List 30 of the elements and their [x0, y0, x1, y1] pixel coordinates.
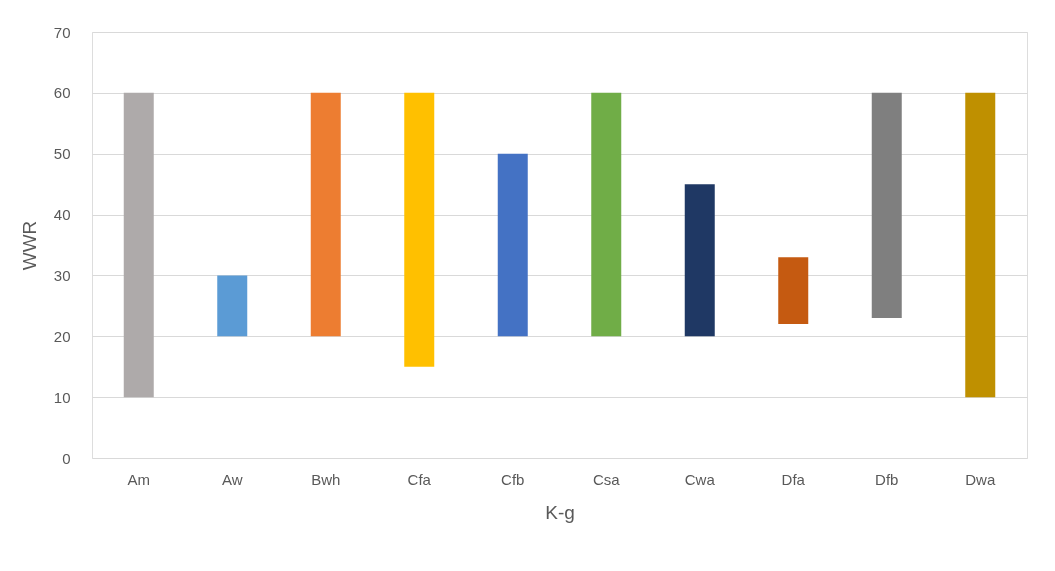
x-tick-label: Cwa: [684, 470, 716, 488]
bar: [871, 92, 902, 319]
x-tick-label: Bwh: [311, 470, 341, 488]
bar: [310, 92, 341, 337]
y-tick-label: 70: [53, 23, 71, 41]
y-tick-label: 20: [53, 327, 71, 345]
bar: [778, 257, 809, 325]
y-tick-label: 50: [53, 145, 71, 163]
bar: [404, 92, 435, 367]
x-tick-label: Cfa: [407, 470, 432, 488]
bar: [965, 92, 996, 398]
y-tick-label: 40: [53, 206, 71, 224]
bar: [591, 92, 622, 337]
x-axis-title: K-g: [545, 501, 575, 523]
bar: [497, 153, 528, 337]
x-tick-label: Cfb: [501, 470, 525, 488]
x-tick-label: Aw: [221, 470, 243, 488]
y-tick-label: 0: [62, 449, 71, 467]
bar: [684, 184, 715, 337]
bar: [123, 92, 154, 398]
y-tick-label: 30: [53, 266, 71, 284]
y-tick-label: 60: [53, 84, 71, 102]
y-axis-title: WWR: [18, 220, 40, 271]
x-tick-label: Dfb: [875, 470, 899, 488]
bar: [217, 275, 248, 337]
x-tick-label: Dwa: [965, 470, 996, 488]
y-tick-label: 10: [53, 388, 71, 406]
x-tick-label: Dfa: [781, 470, 806, 488]
x-tick-label: Csa: [592, 470, 621, 488]
x-tick-label: Am: [127, 470, 150, 488]
